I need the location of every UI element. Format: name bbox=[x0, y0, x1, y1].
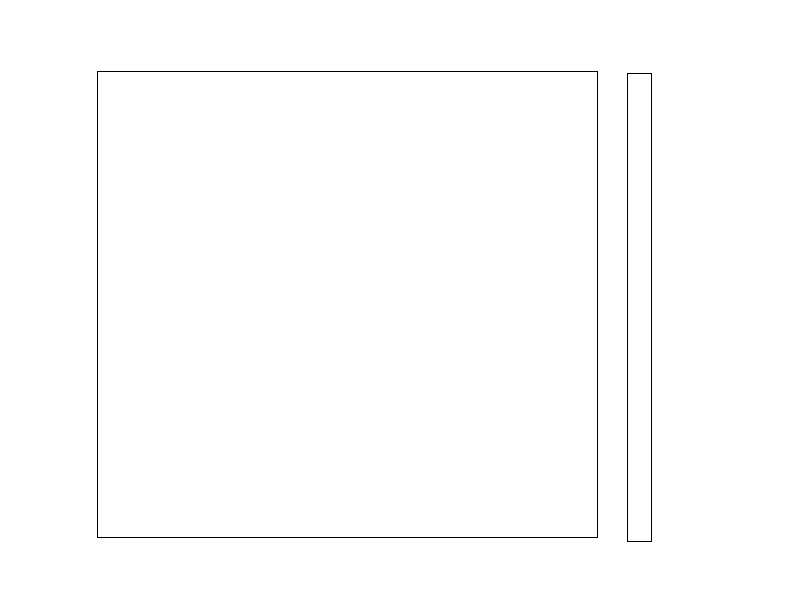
plot-area bbox=[97, 71, 598, 538]
heatmap-canvas bbox=[97, 71, 598, 538]
colorbar-canvas bbox=[627, 73, 652, 542]
